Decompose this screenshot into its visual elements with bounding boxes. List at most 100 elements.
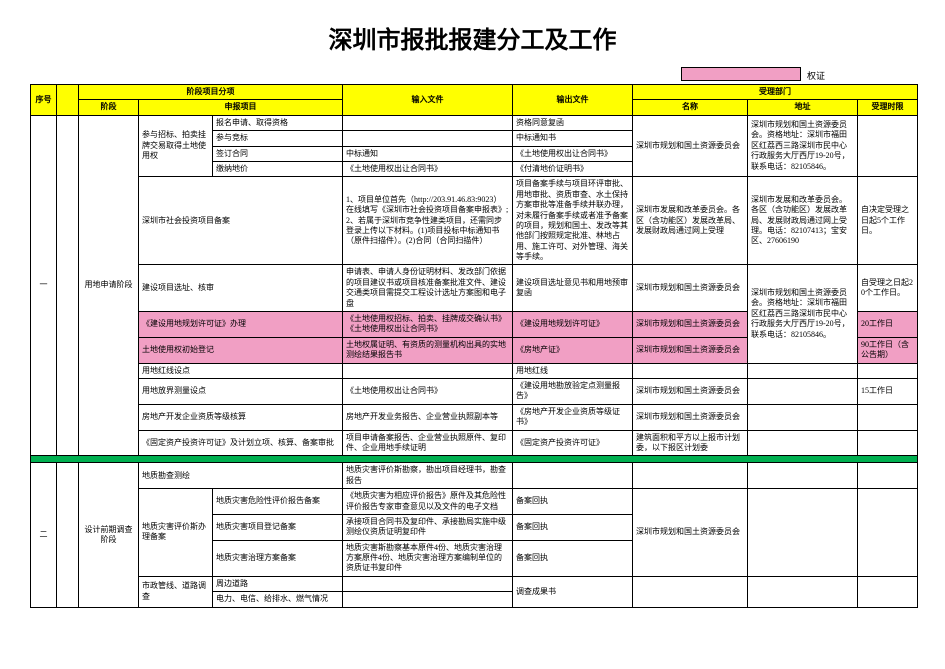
page-title: 深圳市报批报建分工及工作 — [30, 20, 915, 55]
item-18: 电力、电信、给排水、燃气情况 — [213, 592, 343, 607]
dept-10: 深圳市规划和国土资源委员会 — [633, 378, 748, 404]
dept-17 — [633, 576, 748, 607]
time-12 — [858, 430, 918, 456]
time-17 — [858, 576, 918, 607]
addr-17 — [748, 576, 858, 607]
input-1 — [343, 115, 513, 130]
hdr-output: 输出文件 — [513, 85, 633, 116]
dept-8: 深圳市规划和国土资源委员会 — [633, 337, 748, 363]
item-15: 地质灾害项目登记备案 — [213, 514, 343, 540]
item-13: 地质勘查测绘 — [139, 463, 343, 489]
input-6: 申请表、申请人身份证明材料、发改部门依据的项目建议书或项目核准备案批准文件、建设… — [343, 265, 513, 312]
output-17: 调查成果书 — [513, 576, 633, 607]
table-row: 二 设计前期调查阶段 地质勘查测绘 地质灾害评价斯勘察，勘出项目经理书，勘查报告 — [31, 463, 918, 489]
item-16: 地质灾害治理方案备案 — [213, 540, 343, 576]
table-row: 地质灾害评价斯办理备案 地质灾害危险性评价报告备案 《地质灾害为相应评价报告》原… — [31, 489, 918, 515]
input-4: 《土地使用权出让合同书》 — [343, 161, 513, 176]
output-14: 备案回执 — [513, 489, 633, 515]
dept-5: 深圳市发展和改革委员会。各区（含功能区）发展改革局、发展财政局通过网上受理 — [633, 177, 748, 265]
sub-1: 参与招标、拍卖挂牌交易取得土地使用权 — [139, 115, 213, 177]
table-row: 深圳市社会投资项目备案 1、项目单位首先（http://203.91.46.83… — [31, 177, 918, 265]
dept-11: 深圳市规划和国土资源委员会 — [633, 404, 748, 430]
seq-1: 一 — [31, 115, 57, 456]
badge-row: 权证 — [30, 67, 915, 82]
input-10: 《土地使用权出让合同书》 — [343, 378, 513, 404]
table-row: 一 用地申请阶段 参与招标、拍卖挂牌交易取得土地使用权 报名申请、取得资格 资格… — [31, 115, 918, 130]
hdr-dept: 名称 — [633, 100, 748, 115]
dept-9 — [633, 363, 748, 378]
dept-13 — [633, 463, 748, 489]
addr-14 — [748, 489, 858, 577]
output-16: 备案回执 — [513, 540, 633, 576]
output-11: 《房地产开发企业资质等级证书》 — [513, 404, 633, 430]
hdr-time: 受理时限 — [858, 100, 918, 115]
time-7: 20工作日 — [858, 312, 918, 338]
table-row: 用地放界测量设点 《土地使用权出让合同书》 《建设用地勘放验定点测量报告》 深圳… — [31, 378, 918, 404]
output-9: 用地红线 — [513, 363, 633, 378]
table-row: 《固定资产投资许可证》及计划立项、核算、备案审批 项目申请备案报告、企业营业执照… — [31, 430, 918, 456]
input-9 — [343, 363, 513, 378]
output-12: 《固定资产投资许可证》 — [513, 430, 633, 456]
dept-1: 深圳市规划和国土资源委员会 — [633, 115, 748, 177]
blank-1 — [57, 115, 79, 456]
dept-7: 深圳市规划和国土资源委员会 — [633, 312, 748, 338]
output-4: 《付清地价证明书》 — [513, 161, 633, 176]
item-7: 《建设用地规划许可证》办理 — [139, 312, 343, 338]
table-row: 用地红线设点 用地红线 — [31, 363, 918, 378]
hdr-blank — [57, 85, 79, 116]
time-10: 15工作日 — [858, 378, 918, 404]
time-13 — [858, 463, 918, 489]
input-15: 承接项目合同书及复印件、承接勘局实施中级测绘仪资质证明复印件 — [343, 514, 513, 540]
time-5: 自决定受理之日起5个工作日。 — [858, 177, 918, 265]
addr-11 — [748, 404, 858, 430]
time-8: 90工作日（含公告期） — [858, 337, 918, 363]
input-5: 1、项目单位首先（http://203.91.46.83:9023）在线填写《深… — [343, 177, 513, 265]
input-16: 地质灾害斯勘察基本原件4份、地质灾害治理方案原件4份、地质灾害治理方案编制单位的… — [343, 540, 513, 576]
hdr-addr: 地址 — [748, 100, 858, 115]
item-5: 深圳市社会投资项目备案 — [139, 177, 343, 265]
main-table: 序号 阶段项目分项 输入文件 输出文件 受理部门 阶段 申报项目 名称 地址 受… — [30, 84, 918, 608]
item-6: 建设项目选址、核审 — [139, 265, 343, 312]
dept-14: 深圳市规划和国土资源委员会 — [633, 489, 748, 577]
input-13: 地质灾害评价斯勘察，勘出项目经理书，勘查报告 — [343, 463, 513, 489]
badge-label: 权证 — [801, 67, 825, 82]
stage-1: 用地申请阶段 — [79, 115, 139, 456]
seq-2: 二 — [31, 463, 57, 607]
item-11: 房地产开发企业资质等级核算 — [139, 404, 343, 430]
table-row: 市政管线、道路调查 周边道路 调查成果书 — [31, 576, 918, 591]
input-11: 房地产开发业务报告、企业营业执照副本等 — [343, 404, 513, 430]
table-row: 房地产开发企业资质等级核算 房地产开发业务报告、企业营业执照副本等 《房地产开发… — [31, 404, 918, 430]
input-17 — [343, 576, 513, 591]
blank-2 — [57, 463, 79, 607]
output-5: 项目备案手续与项目环评审批、用地审批、资质审查、水土保持方案审批等准备手续并联办… — [513, 177, 633, 265]
input-8: 土地权属证明、有资质的测量机构出具的实地测绘结果报告书 — [343, 337, 513, 363]
item-3: 签订合同 — [213, 146, 343, 161]
output-8: 《房地产证》 — [513, 337, 633, 363]
input-2 — [343, 131, 513, 146]
addr-12 — [748, 430, 858, 456]
output-13 — [513, 463, 633, 489]
item-17: 周边道路 — [213, 576, 343, 591]
addr-10 — [748, 378, 858, 404]
input-3: 中标通知 — [343, 146, 513, 161]
output-3: 《土地使用权出让合同书》 — [513, 146, 633, 161]
hdr-seq: 序号 — [31, 85, 57, 116]
item-10: 用地放界测量设点 — [139, 378, 343, 404]
addr-9 — [748, 363, 858, 378]
item-8: 土地使用权初始登记 — [139, 337, 343, 363]
time-14 — [858, 489, 918, 577]
item-14: 地质灾害危险性评价报告备案 — [213, 489, 343, 515]
output-6: 建设项目选址意见书和用地预审复函 — [513, 265, 633, 312]
pink-badge — [681, 67, 801, 81]
output-7: 《建设用地规划许可证》 — [513, 312, 633, 338]
table-row: 建设项目选址、核审 申请表、申请人身份证明材料、发改部门依据的项目建议书或项目核… — [31, 265, 918, 312]
input-12: 项目申请备案报告、企业营业执照原件、复印件、企业用地手续证明 — [343, 430, 513, 456]
addr-5: 深圳市发展和改革委员会。各区（含功能区）发展改革局、发展财政局通过网上受理。电话… — [748, 177, 858, 265]
hdr-stage-group: 阶段项目分项 — [79, 85, 343, 100]
hdr-input: 输入文件 — [343, 85, 513, 116]
hdr-item: 申报项目 — [139, 100, 343, 115]
sub-14: 地质灾害评价斯办理备案 — [139, 489, 213, 577]
input-14: 《地质灾害为相应评价报告》原件及其危险性评价报告专家审查意见以及文件的电子文档 — [343, 489, 513, 515]
addr-13 — [748, 463, 858, 489]
hdr-stage: 阶段 — [79, 100, 139, 115]
